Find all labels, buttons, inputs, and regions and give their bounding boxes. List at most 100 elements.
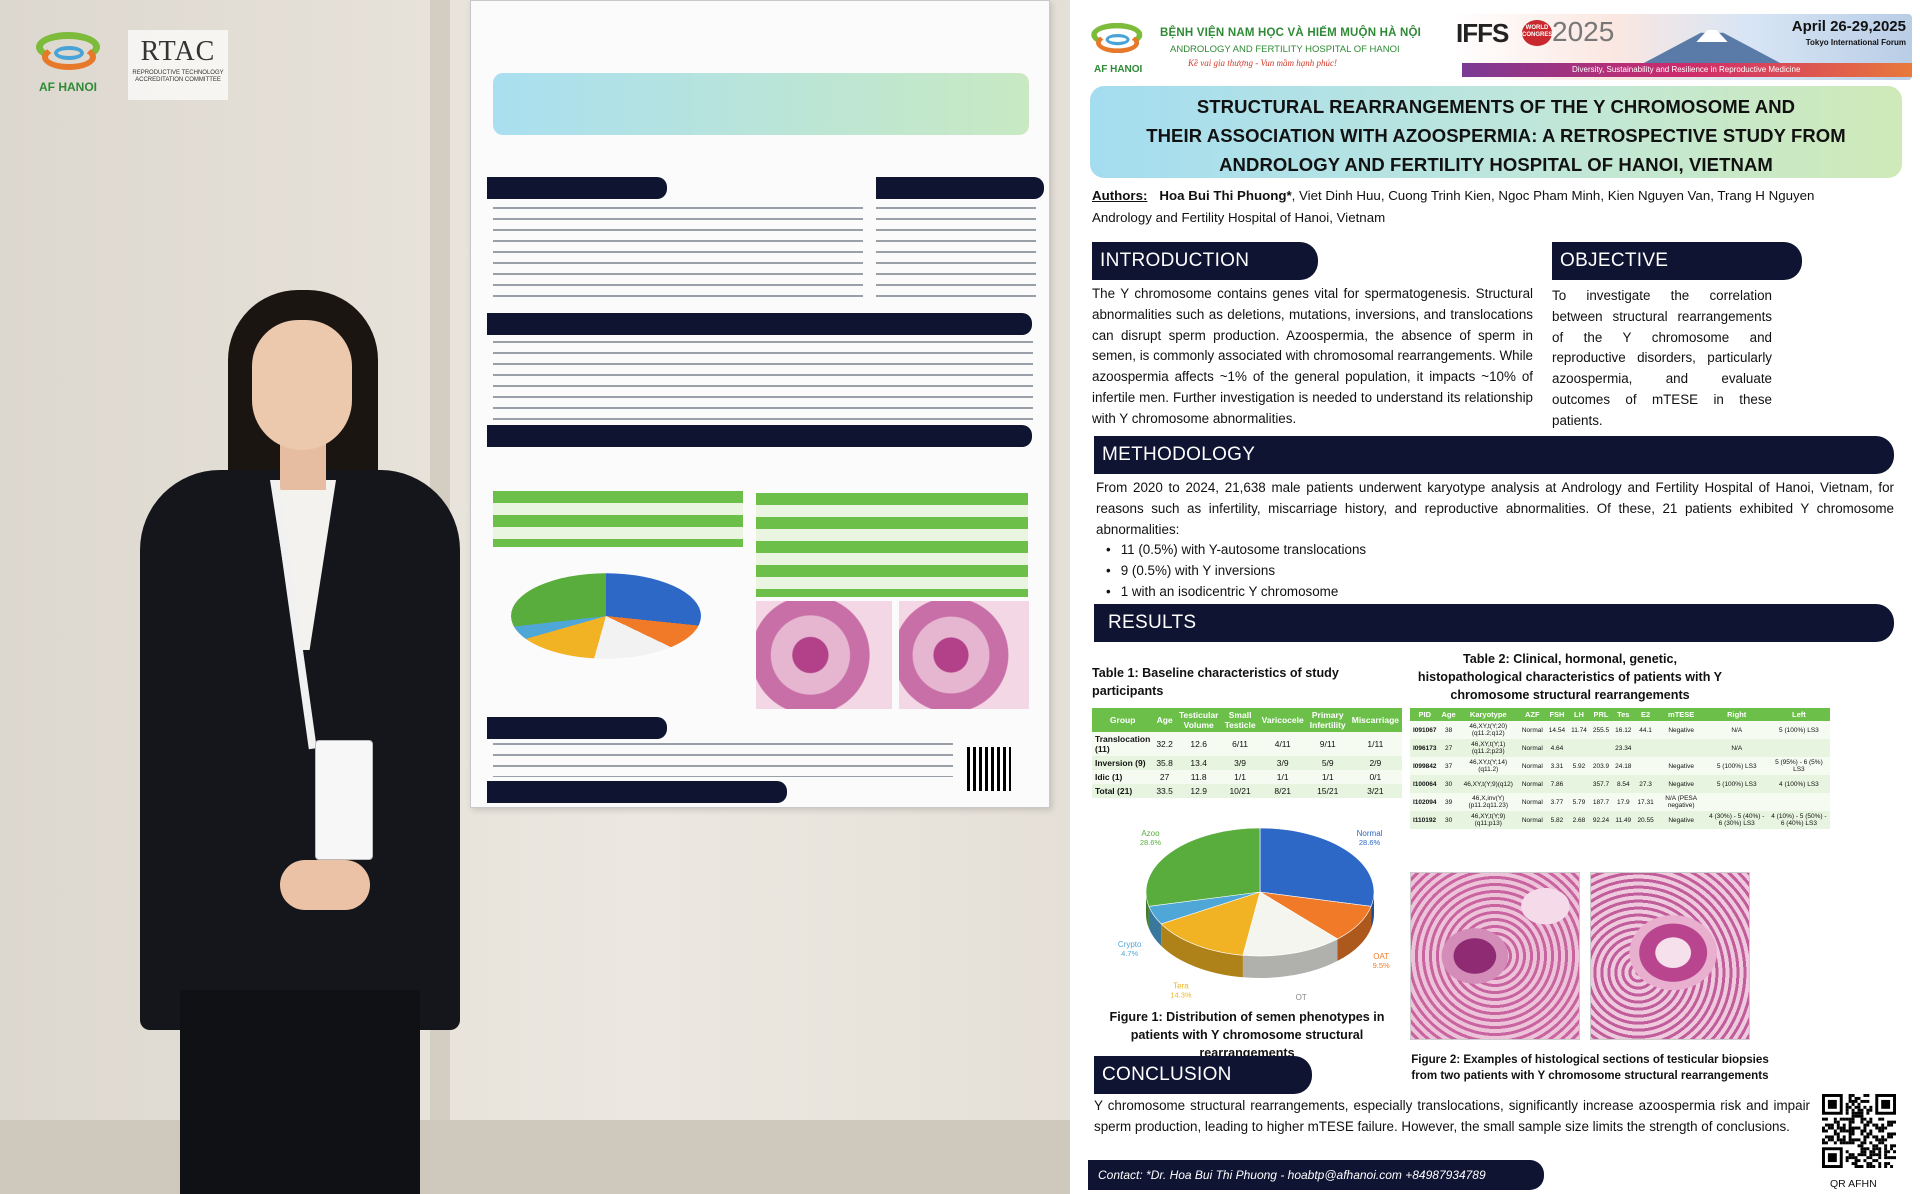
table-header-cell: PRL [1589, 708, 1613, 721]
figure1-caption: Figure 1: Distribution of semen phenotyp… [1109, 1010, 1385, 1060]
authors-label: Authors: [1092, 188, 1148, 203]
title-line: STRUCTURAL REARRANGEMENTS OF THE Y CHROM… [1196, 96, 1796, 117]
table-cell: 46,XY,t(Y;9)(q11;p13) [1457, 811, 1519, 829]
table-cell: 30 [1439, 811, 1458, 829]
table-header-cell: Age [1439, 708, 1458, 721]
table-cell: Normal [1518, 721, 1546, 739]
table-cell: 5 (100%) LS3 [1705, 757, 1768, 775]
table-cell: Normal [1518, 793, 1546, 811]
table-cell: 5/9 [1306, 756, 1349, 770]
table-cell: 17.9 [1612, 793, 1635, 811]
table-row: Idic (1) 27 11.8 1/1 1/1 1/1 0/1 [1092, 770, 1402, 784]
introduction-heading: INTRODUCTION [1092, 242, 1318, 280]
table-cell: 1/11 [1348, 732, 1402, 756]
table-cell [1568, 739, 1590, 757]
table-cell [1767, 739, 1830, 757]
table-cell: 8.54 [1612, 775, 1635, 793]
af-hanoi-logo-text: AF HANOI [39, 80, 97, 94]
table-cell: 30 [1439, 775, 1458, 793]
poster: AF HANOI BỆNH VIỆN NAM HỌC VÀ HIẾM MUỘN … [1070, 0, 1920, 1194]
table-cell: Negative [1656, 811, 1706, 829]
table-header-cell: Tes [1612, 708, 1635, 721]
table-cell: 4 (10%) - 5 (50%) - 6 (40%) LS3 [1767, 811, 1830, 829]
hospital-slogan: Kề vai gia thượng - Vun mầm hạnh phúc! [1188, 58, 1338, 68]
table-cell: Translocation (11) [1092, 732, 1154, 756]
congress-theme: Diversity, Sustainability and Resilience… [1462, 63, 1912, 77]
pie-label: Azoo [1141, 829, 1160, 838]
pie-slice-side [1146, 892, 1149, 929]
table-header-cell: FSH [1545, 708, 1569, 721]
rtac-logo-subtext: REPRODUCTIVE TECHNOLOGY ACCREDITATION CO… [132, 70, 224, 83]
pie-slice-side [1148, 906, 1162, 946]
table-header-cell: Small Testicle [1221, 708, 1259, 732]
hospital-name-vn: BỆNH VIỆN NAM HỌC VÀ HIẾM MUỘN HÀ NỘI [1160, 27, 1422, 39]
table-row: Translocation (11) 32.2 12.6 6/11 4/11 9/11 1/… [1092, 732, 1402, 756]
pie-slice-ot [1242, 891, 1339, 957]
table-cell: 2/9 [1348, 756, 1402, 770]
table-header-cell: Primary Infertility [1306, 708, 1349, 732]
poster-in-photo [470, 0, 1050, 808]
af-hanoi-logo-text: AF HANOI [1094, 64, 1143, 75]
table-cell: 27 [1439, 739, 1458, 757]
table-cell: N/A [1705, 739, 1768, 757]
table-header-cell: Miscarriage [1348, 708, 1402, 732]
table-cell: Normal [1518, 775, 1546, 793]
table-cell: 187.7 [1589, 793, 1613, 811]
table-cell: N/A [1705, 721, 1768, 739]
table-cell: 4.64 [1545, 739, 1569, 757]
table-header-cell: Right [1705, 708, 1768, 721]
introduction-text: The Y chromosome contains genes vital fo… [1092, 286, 1533, 426]
table-cell: 1/1 [1221, 770, 1259, 784]
table-cell: Normal [1518, 739, 1546, 757]
table-row: I110192 30 46,XY,t(Y;9)(q11;p13) Normal 5.82… [1410, 811, 1830, 829]
table-cell: 24.18 [1612, 757, 1635, 775]
table-cell: 7.86 [1545, 775, 1569, 793]
table1-caption: Table 1: Baseline characteristics of stu… [1092, 666, 1339, 698]
table-cell: 3/9 [1221, 756, 1259, 770]
table-cell: 16.12 [1612, 721, 1635, 739]
results-heading: RESULTS [1094, 604, 1894, 642]
table-cell: 12.6 [1175, 732, 1222, 756]
table-cell: 10/21 [1221, 784, 1259, 798]
table-cell: 14.54 [1545, 721, 1569, 739]
table-header-cell: Testicular Volume [1175, 708, 1222, 732]
table-cell: 203.9 [1589, 757, 1613, 775]
congress-year: 2025 [1552, 16, 1615, 47]
table-cell: I099842 [1410, 757, 1440, 775]
objective-heading: OBJECTIVE [1552, 242, 1802, 280]
floor [0, 1120, 1070, 1194]
affiliation: Andrology and Fertility Hospital of Hano… [1092, 210, 1386, 225]
table-cell: 4 (30%) - 5 (40%) - 6 (30%) LS3 [1705, 811, 1768, 829]
table-header-cell: E2 [1634, 708, 1657, 721]
table-cell: I091067 [1410, 721, 1440, 739]
table-cell: 35.8 [1153, 756, 1176, 770]
table-row: I091067 38 46,XY,t(Y;20)(q11.2;q12) Normal 1… [1410, 721, 1830, 739]
table-cell: 3.31 [1545, 757, 1569, 775]
rtac-logo: RTAC REPRODUCTIVE TECHNOLOGY ACCREDITATI… [128, 30, 228, 100]
table-cell: 11.74 [1568, 721, 1590, 739]
methodology-heading: METHODOLOGY [1094, 436, 1894, 474]
title-line: THEIR ASSOCIATION WITH AZOOSPERMIA: A RE… [1146, 125, 1846, 146]
pie-value-label: 28.6% [1359, 838, 1381, 847]
table-cell: 5 (100%) LS3 [1705, 775, 1768, 793]
table-cell: Normal [1518, 757, 1546, 775]
af-hanoi-logo-icon [32, 26, 104, 78]
pie-label: OAT [1373, 952, 1389, 961]
table-cell: 9/11 [1306, 732, 1349, 756]
methodology-bullets: 11 (0.5%) with Y-autosome translocations… [1106, 540, 1366, 602]
table-cell: 11.49 [1612, 811, 1635, 829]
pie-slice-normal [1259, 827, 1375, 907]
table-cell: 38 [1439, 721, 1458, 739]
table-header-cell: mTESE [1656, 708, 1706, 721]
histology-image-1 [1410, 872, 1580, 1040]
table-cell: I096173 [1410, 739, 1440, 757]
table-cell: 255.5 [1589, 721, 1613, 739]
table-row: I099842 37 46,XY,t(Y;14)(q11.2) Normal 3.31 5… [1410, 757, 1830, 775]
table-cell: Negative [1656, 721, 1706, 739]
table-cell: 1/1 [1258, 770, 1307, 784]
af-hanoi-logo-icon [1088, 18, 1146, 60]
table-cell: 4 (100%) LS3 [1767, 775, 1830, 793]
table-cell [1656, 739, 1706, 757]
table-row: Total (21) 33.5 12.9 10/21 8/21 15/21 3/21 [1092, 784, 1402, 798]
table-cell: 5 (95%) - 6 (5%) LS3 [1767, 757, 1830, 775]
